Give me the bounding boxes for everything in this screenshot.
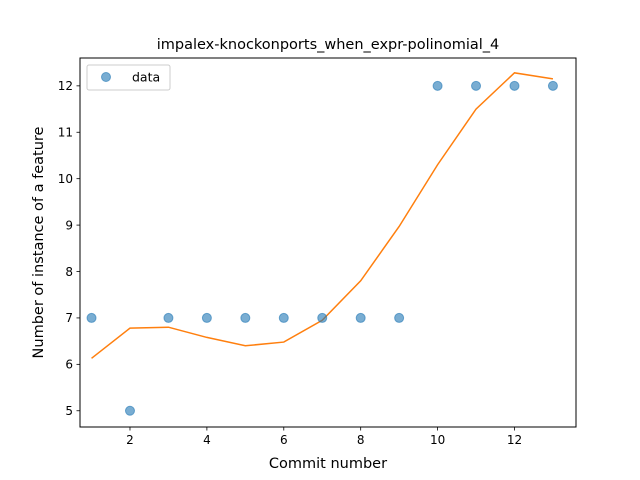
axis-ticks: 2 4 6 8 10 12 5 6 7 8 9 10 11 12: [58, 79, 522, 447]
y-tick-label: 11: [58, 126, 73, 140]
legend-box: [86, 64, 171, 91]
y-tick-label: 6: [65, 358, 73, 372]
legend-marker-data: [101, 72, 111, 82]
y-tick-label: 9: [65, 218, 73, 232]
x-tick-label: 6: [280, 433, 288, 447]
y-tick-label: 7: [65, 311, 73, 325]
data-point: [317, 312, 328, 323]
x-tick-label: 10: [430, 433, 445, 447]
axes-frame: [79, 57, 577, 428]
data-point: [355, 312, 366, 323]
legend-label-data: data: [132, 70, 160, 85]
x-tick-label: 2: [126, 433, 134, 447]
chart-title: impalex-knockonports_when_expr-polinomia…: [157, 37, 500, 53]
data-point: [278, 312, 289, 323]
x-tick-label: 8: [357, 433, 365, 447]
x-axis-label: Commit number: [269, 456, 387, 472]
legend: data: [86, 64, 171, 91]
data-point: [471, 80, 482, 91]
data-point: [201, 312, 212, 323]
y-tick-label: 12: [58, 79, 73, 93]
y-tick-label: 10: [58, 172, 73, 186]
x-tick-label: 4: [203, 433, 211, 447]
y-tick-label: 5: [65, 404, 73, 418]
data-point: [547, 80, 558, 91]
y-tick-label: 8: [65, 265, 73, 279]
data-point: [240, 312, 251, 323]
data-point: [509, 80, 520, 91]
data-point: [86, 312, 97, 323]
data-point: [124, 405, 135, 416]
data-point: [432, 80, 443, 91]
data-point: [163, 312, 174, 323]
y-axis-label: Number of instance of a feature: [31, 126, 47, 358]
data-point: [394, 312, 405, 323]
x-tick-label: 12: [507, 433, 522, 447]
plot-area: [86, 72, 558, 416]
